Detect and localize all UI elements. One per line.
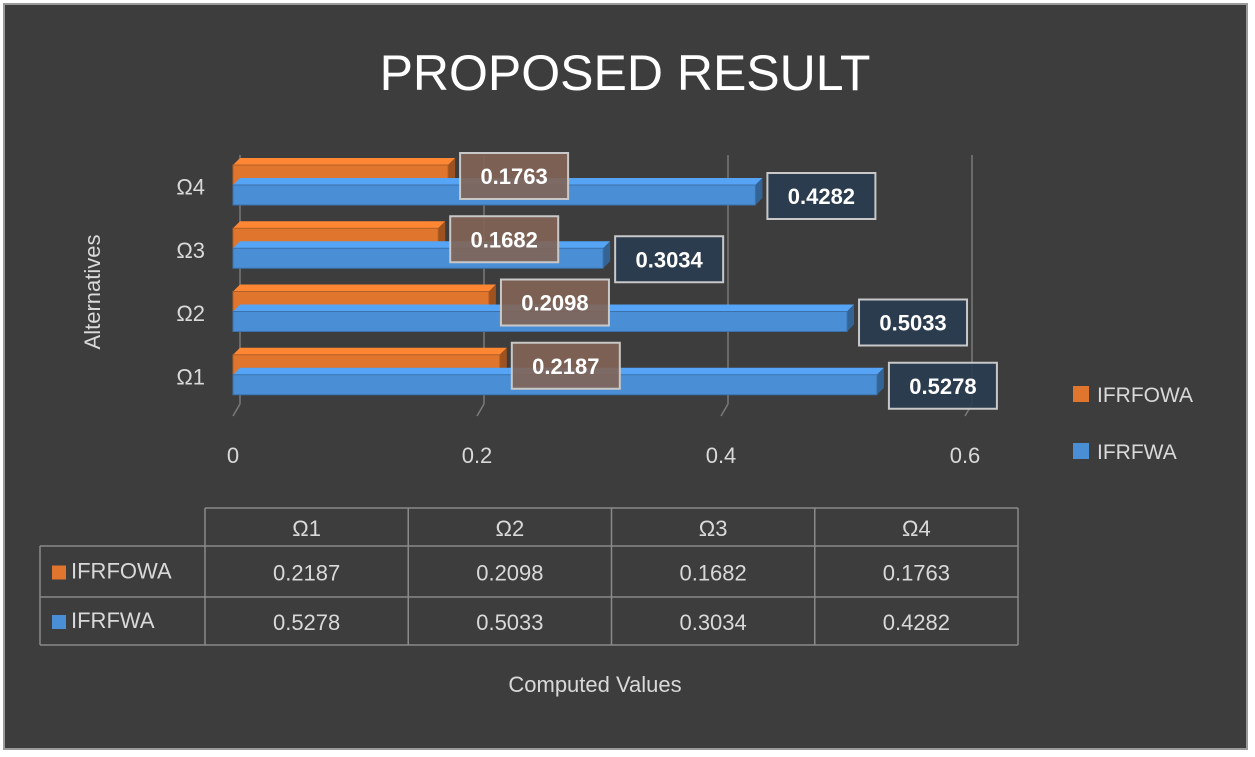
table-legend-key — [52, 565, 66, 580]
chart-title: PROPOSED RESULT — [380, 45, 871, 101]
y-tick-label: Ω3 — [176, 238, 205, 263]
y-axis-title: Alternatives — [80, 235, 105, 350]
table-cell: 0.5278 — [273, 610, 340, 635]
bar-top — [233, 221, 446, 229]
legend-swatch — [1073, 443, 1089, 459]
legend-label: IFRFWA — [1097, 441, 1177, 464]
data-label-box — [614, 235, 725, 284]
data-label: 0.1763 — [480, 164, 547, 189]
legend-label: IFRFOWA — [1097, 384, 1193, 407]
bar-side — [603, 241, 611, 269]
bar-side — [847, 304, 855, 332]
table-cell: 0.2098 — [476, 561, 543, 586]
y-tick-label: Ω4 — [176, 175, 205, 200]
table-cell: 0.2187 — [273, 561, 340, 586]
legend-swatch — [1073, 386, 1089, 402]
data-label: 0.3034 — [635, 247, 703, 272]
data-label: 0.2098 — [521, 291, 588, 316]
bar-top — [233, 158, 456, 165]
table-header-cell: Ω1 — [292, 516, 321, 541]
data-label: 0.5278 — [909, 374, 976, 399]
x-tick-label: 0.2 — [462, 443, 493, 468]
y-tick-label: Ω2 — [176, 301, 205, 326]
data-label-box — [510, 341, 621, 390]
table-row-label: IFRFWA — [71, 608, 155, 633]
gridline-foot — [232, 403, 241, 417]
data-label: 0.2187 — [532, 354, 599, 379]
bar-side — [755, 178, 763, 205]
table-cell: 0.1682 — [679, 561, 746, 586]
x-tick-label: 0.6 — [950, 443, 981, 468]
data-label-box — [499, 278, 610, 327]
table-legend-key — [52, 615, 66, 629]
data-label: 0.1682 — [471, 227, 538, 252]
bar-top — [233, 284, 496, 292]
data-label-box — [449, 215, 560, 264]
x-tick-label: 0.4 — [706, 443, 737, 468]
table-cell: 0.3034 — [679, 610, 746, 635]
data-label-box — [766, 172, 877, 220]
table-header-cell: Ω2 — [496, 516, 525, 541]
data-label-box — [858, 298, 969, 347]
data-label: 0.5033 — [879, 311, 946, 336]
table-cell: 0.5033 — [476, 610, 543, 635]
table-row-label: IFRFOWA — [71, 559, 172, 584]
y-tick-label: Ω1 — [176, 364, 205, 389]
table-cell: 0.4282 — [883, 610, 950, 635]
bar-side — [876, 367, 884, 395]
gridline-foot — [476, 403, 485, 417]
table-cell: 0.1763 — [883, 561, 950, 586]
x-tick-label: 0 — [227, 443, 239, 468]
data-label-box — [459, 152, 570, 200]
data-label: 0.4282 — [788, 184, 855, 209]
x-axis-title: Computed Values — [508, 672, 681, 697]
table-header-cell: Ω3 — [699, 516, 728, 541]
data-label-box — [887, 361, 998, 410]
gridline-foot — [720, 403, 729, 417]
bar-top — [233, 347, 507, 355]
table-header-cell: Ω4 — [902, 516, 931, 541]
